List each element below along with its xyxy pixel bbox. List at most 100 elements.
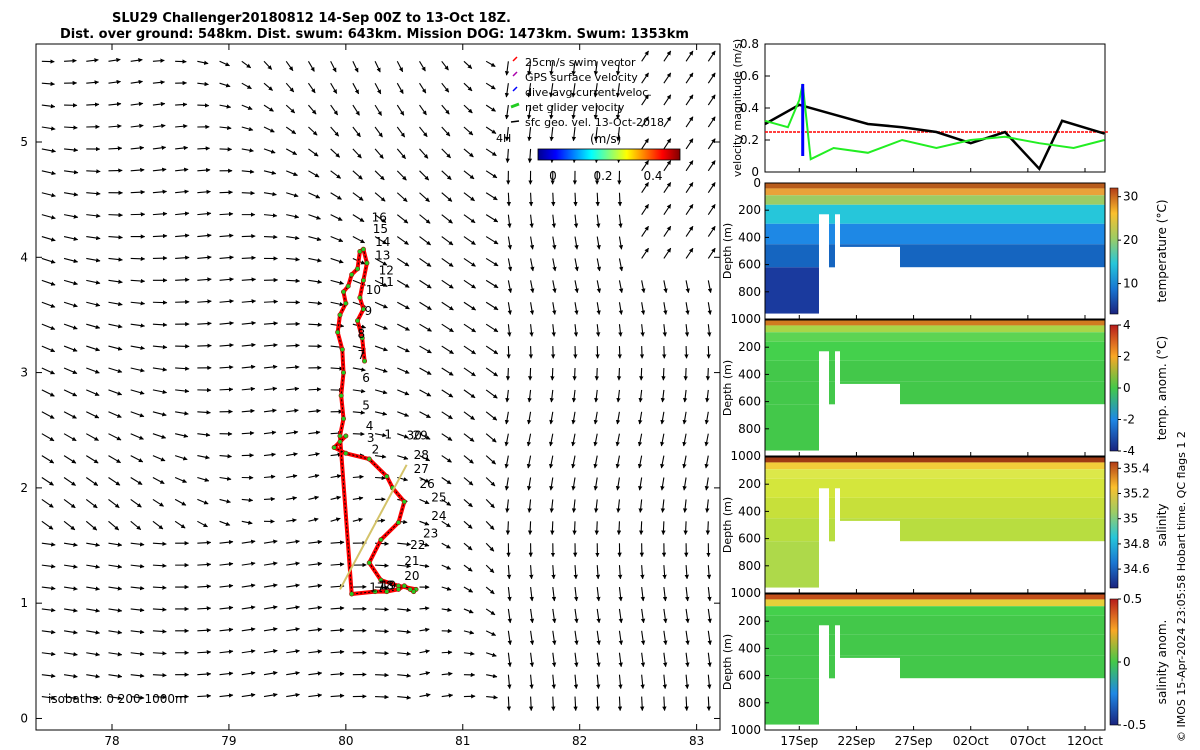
y-tick-label: 3: [20, 366, 28, 380]
track-point: [355, 266, 361, 272]
colorbar-tick-label: 4: [1123, 318, 1131, 332]
depth-tick-label: 600: [738, 395, 761, 409]
velocity-arrow: [241, 627, 256, 632]
velocity-arrow: [197, 540, 212, 545]
track-day-label: 21: [404, 554, 419, 568]
velocity-arrow: [263, 583, 278, 588]
velocity-arrow: [330, 236, 344, 243]
velocity-arrow: [86, 169, 101, 174]
velocity-arrow: [571, 455, 576, 469]
velocity-arrow: [463, 651, 475, 656]
velocity-arrow: [308, 605, 323, 610]
colorbar-tick-label: 20: [1123, 233, 1138, 247]
velocity-arrow: [507, 236, 512, 250]
legend-gps-velocity: GPS surface velocity: [525, 71, 638, 84]
velocity-arrow: [330, 82, 338, 94]
velocity-arrow: [108, 235, 123, 240]
velocity-arrow: [197, 299, 212, 304]
velocity-arrow: [286, 365, 300, 370]
velocity-arrow: [352, 192, 364, 201]
velocity-arrow: [707, 674, 712, 690]
velocity-arrow: [663, 204, 672, 215]
velocity-arrow: [463, 586, 474, 593]
velocity-arrow: [86, 345, 100, 352]
velocity-arrow: [63, 257, 79, 264]
velocity-arrow: [663, 630, 668, 646]
velocity-arrow: [263, 234, 278, 240]
velocity-arrow: [485, 192, 498, 201]
velocity-arrow: [86, 102, 100, 107]
velocity-arrow: [527, 105, 532, 120]
y-tick-label: 1: [20, 596, 28, 610]
velocity-arrow: [108, 608, 123, 613]
velocity-arrow: [130, 498, 142, 508]
depth-label: Depth (m): [721, 497, 734, 553]
section-layer: [765, 478, 1105, 498]
velocity-arrow: [86, 564, 101, 569]
date-tick-label: 02Oct: [953, 734, 989, 748]
velocity-arrow: [660, 411, 665, 425]
map-legend: 25cm/s swim vector GPS surface velocity …: [496, 56, 681, 183]
velocity-arrow: [285, 82, 295, 93]
section-layer: [765, 518, 1105, 542]
velocity-arrow: [507, 324, 512, 337]
velocity-arrow: [504, 105, 510, 120]
velocity-arrow: [63, 477, 76, 486]
track-day-label: 13: [375, 249, 390, 263]
velocity-arrow: [707, 302, 712, 315]
section-layer: [765, 188, 1105, 196]
velocity-arrow: [441, 126, 451, 137]
velocity-arrow: [241, 671, 256, 676]
depth-tick-label: 600: [738, 258, 761, 272]
velocity-arrow: [573, 565, 578, 580]
velocity-arrow: [463, 192, 475, 202]
track-point: [384, 589, 390, 595]
section-layer: [765, 381, 1105, 405]
velocity-arrow: [152, 167, 167, 172]
velocity-arrow: [707, 50, 716, 62]
velocity-arrow: [419, 214, 431, 224]
velocity-arrow: [108, 411, 122, 418]
velocity-arrow: [175, 124, 188, 129]
velocity-arrow: [618, 674, 623, 690]
velocity-arrow: [617, 565, 623, 580]
velocity-arrow: [307, 82, 316, 94]
velocity-arrow: [529, 652, 535, 668]
velocity-arrow: [529, 302, 535, 315]
velocity-arrow: [130, 455, 144, 463]
velocity-arrow: [596, 608, 601, 624]
velocity-arrow: [571, 477, 576, 491]
velocity-arrow: [595, 192, 600, 207]
velocity-arrow: [549, 105, 554, 120]
velocity-arrow: [263, 539, 278, 544]
velocity-arrow: [682, 389, 688, 403]
velocity-arrow: [374, 389, 388, 395]
depth-tick-label: 1000: [730, 586, 761, 600]
velocity-arrow: [152, 541, 167, 547]
velocity-arrow: [707, 204, 716, 215]
data-gap: [840, 520, 900, 593]
velocity-line-geostrophic: [764, 103, 1105, 171]
velocity-arrow: [485, 279, 499, 289]
depth-axes-frame: [764, 182, 1106, 320]
velocity-arrow: [374, 411, 388, 416]
legend-swim-vector: 25cm/s swim vector: [525, 56, 636, 69]
depth-panel-temperature: 0 200 400 600 800 1000 Depth (m) 10 20 30 temperat…: [721, 176, 1169, 326]
velocity-arrow: [640, 324, 645, 337]
velocity-arrow: [507, 280, 513, 294]
velocity-arrow: [308, 279, 323, 284]
colorbar-tick-label: 10: [1123, 277, 1138, 291]
velocity-arrow: [618, 258, 624, 272]
colorbar-label: temp. anom. (°C): [1155, 336, 1169, 440]
velocity-arrow: [41, 695, 56, 700]
velocity-arrow: [175, 167, 189, 172]
velocity-arrow: [197, 410, 211, 415]
velocity-arrow: [86, 323, 101, 330]
velocity-tick-label: 0.8: [740, 37, 759, 51]
velocity-arrow: [441, 586, 452, 591]
velocity-arrow: [108, 389, 123, 396]
velocity-arrow: [463, 542, 473, 551]
track-point: [339, 347, 345, 353]
velocity-arrow: [308, 693, 323, 698]
velocity-arrow: [641, 204, 649, 215]
